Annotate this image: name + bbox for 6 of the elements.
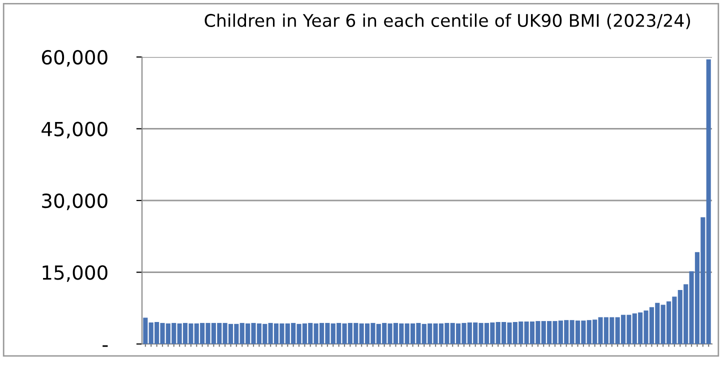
chart-title: Children in Year 6 in each centile of UK90 BMI (2023/24) bbox=[204, 14, 690, 30]
y-tick-label: 45,000 bbox=[42, 122, 108, 138]
y-tick-label: - bbox=[102, 345, 108, 347]
y-tick-label: 30,000 bbox=[42, 193, 108, 210]
y-tick-label: 15,000 bbox=[42, 265, 108, 282]
y-tick-label: 60,000 bbox=[42, 50, 108, 67]
